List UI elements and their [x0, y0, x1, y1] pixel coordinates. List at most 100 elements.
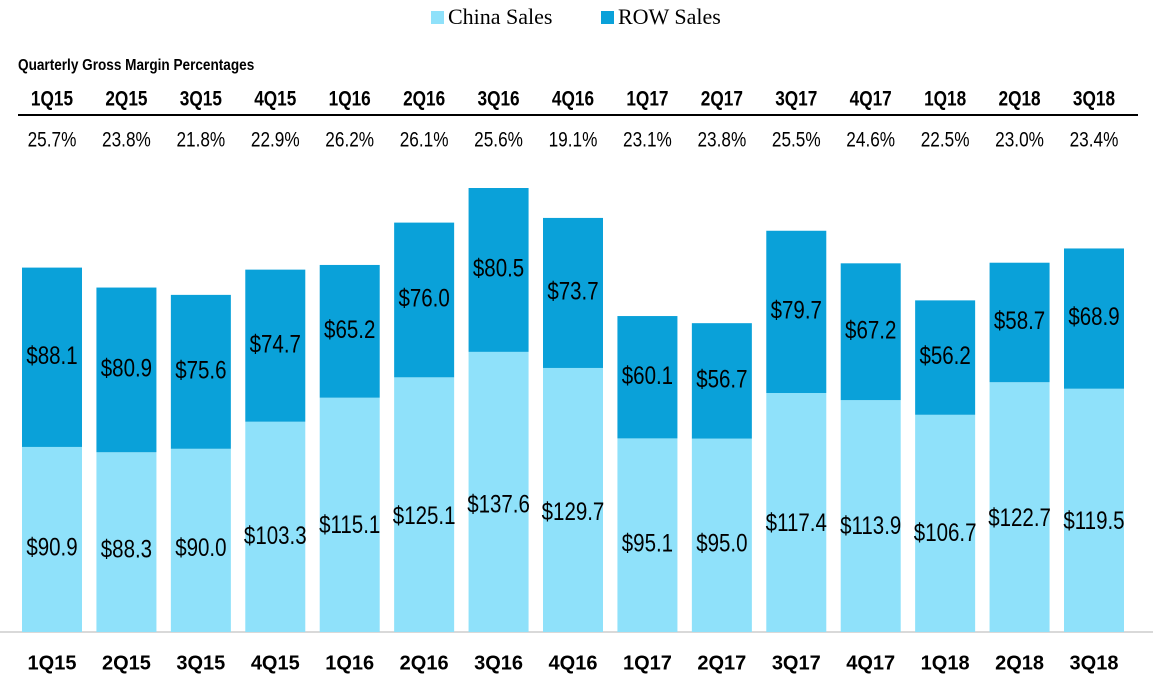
x-tick-label: 3Q17 — [772, 652, 821, 674]
data-label: $79.7 — [771, 296, 822, 324]
data-label: $56.2 — [919, 341, 970, 369]
data-label: $125.1 — [393, 501, 456, 529]
bar-segment — [840, 400, 901, 632]
table-header: 1Q15 — [31, 88, 73, 111]
margin-value: 25.6% — [474, 129, 523, 152]
bar-segment — [766, 230, 827, 394]
data-label: $58.7 — [994, 306, 1045, 334]
table-header: 3Q17 — [775, 88, 817, 111]
bar-segment — [915, 414, 976, 632]
data-label: $65.2 — [324, 315, 375, 343]
table-header: 3Q15 — [180, 88, 222, 111]
data-label: $129.7 — [542, 497, 605, 525]
margin-value: 23.8% — [697, 129, 746, 152]
table-header: 1Q17 — [626, 88, 668, 111]
margin-value: 23.1% — [623, 129, 672, 152]
bar-segment — [1064, 248, 1124, 389]
margin-value: 25.5% — [772, 129, 821, 152]
table-header: 3Q18 — [1073, 88, 1115, 111]
bar-segment — [989, 382, 1050, 632]
data-label: $56.7 — [696, 365, 747, 393]
x-tick-label: 1Q16 — [325, 652, 374, 674]
bar-segment — [22, 446, 82, 632]
x-tick-label: 3Q15 — [176, 652, 225, 674]
bar-segment — [543, 367, 603, 632]
legend-swatch — [431, 11, 444, 24]
bar-segment — [468, 188, 529, 352]
bar-segment — [468, 351, 529, 632]
data-label: $73.7 — [547, 277, 598, 305]
x-tick-label: 2Q18 — [995, 652, 1044, 674]
table-header: 4Q15 — [254, 88, 296, 111]
bar-segment — [1064, 388, 1124, 632]
bar-segment — [840, 263, 901, 401]
legend-label: ROW Sales — [618, 4, 721, 29]
margin-value: 26.2% — [325, 129, 374, 152]
data-label: $122.7 — [988, 503, 1051, 531]
margin-value: 24.6% — [846, 129, 895, 152]
x-tick-label: 1Q17 — [623, 652, 672, 674]
bar-segment — [691, 438, 752, 632]
data-label: $76.0 — [398, 284, 449, 312]
table-title: Quarterly Gross Margin Percentages — [18, 57, 254, 74]
data-label: $117.4 — [766, 508, 827, 536]
table-header: 3Q16 — [478, 88, 520, 111]
data-label: $90.9 — [26, 532, 77, 560]
bar-segment — [617, 316, 678, 439]
table-header: 2Q15 — [105, 88, 147, 111]
bar-segment — [22, 267, 82, 447]
bar-segment — [691, 323, 752, 439]
data-label: $68.9 — [1068, 302, 1119, 330]
bar-segment — [245, 269, 306, 422]
x-tick-label: 1Q18 — [921, 652, 970, 674]
table-header: 2Q18 — [999, 88, 1041, 111]
x-tick-label: 4Q17 — [846, 652, 895, 674]
data-label: $80.5 — [473, 254, 524, 282]
table-header: 2Q17 — [701, 88, 743, 111]
x-tick-label: 3Q16 — [474, 652, 523, 674]
data-label: $88.3 — [101, 535, 152, 563]
data-label: $80.9 — [101, 354, 152, 382]
data-label: $119.5 — [1063, 506, 1124, 534]
data-label: $103.3 — [244, 521, 307, 549]
x-tick-label: 2Q15 — [102, 652, 151, 674]
bar-segment — [96, 287, 157, 453]
x-tick-label: 3Q18 — [1070, 652, 1119, 674]
data-label: $90.0 — [175, 533, 226, 561]
bar-segment — [989, 262, 1050, 383]
data-label: $88.1 — [26, 341, 77, 369]
table-header: 4Q17 — [850, 88, 892, 111]
data-label: $113.9 — [840, 511, 901, 539]
bar-segment — [394, 377, 455, 632]
margin-value: 23.0% — [995, 129, 1044, 152]
data-label: $60.1 — [622, 361, 673, 389]
bar-segment — [915, 300, 976, 415]
bar-segment — [245, 421, 306, 632]
x-tick-label: 1Q15 — [28, 652, 77, 674]
legend-swatch — [601, 11, 614, 24]
margin-value: 21.8% — [176, 129, 225, 152]
bar-segment — [617, 438, 678, 632]
data-label: $115.1 — [319, 510, 380, 538]
x-tick-label: 2Q17 — [697, 652, 746, 674]
margin-value: 26.1% — [400, 129, 449, 152]
bar-segment — [543, 217, 603, 368]
data-label: $95.0 — [696, 529, 747, 557]
legend-label: China Sales — [448, 4, 553, 29]
margin-value: 23.4% — [1070, 129, 1119, 152]
margin-value: 22.9% — [251, 129, 300, 152]
data-label: $106.7 — [914, 518, 977, 546]
x-tick-label: 2Q16 — [400, 652, 449, 674]
data-label: $137.6 — [467, 490, 530, 518]
bar-segment — [319, 264, 380, 398]
bar-segment — [170, 294, 231, 449]
bar-segment — [766, 393, 827, 632]
margin-value: 22.5% — [921, 129, 970, 152]
bar-segment — [96, 452, 157, 632]
margin-value: 23.8% — [102, 129, 151, 152]
bar-segment — [319, 397, 380, 632]
table-header: 1Q18 — [924, 88, 966, 111]
table-header: 1Q16 — [329, 88, 371, 111]
margin-value: 19.1% — [549, 129, 598, 152]
